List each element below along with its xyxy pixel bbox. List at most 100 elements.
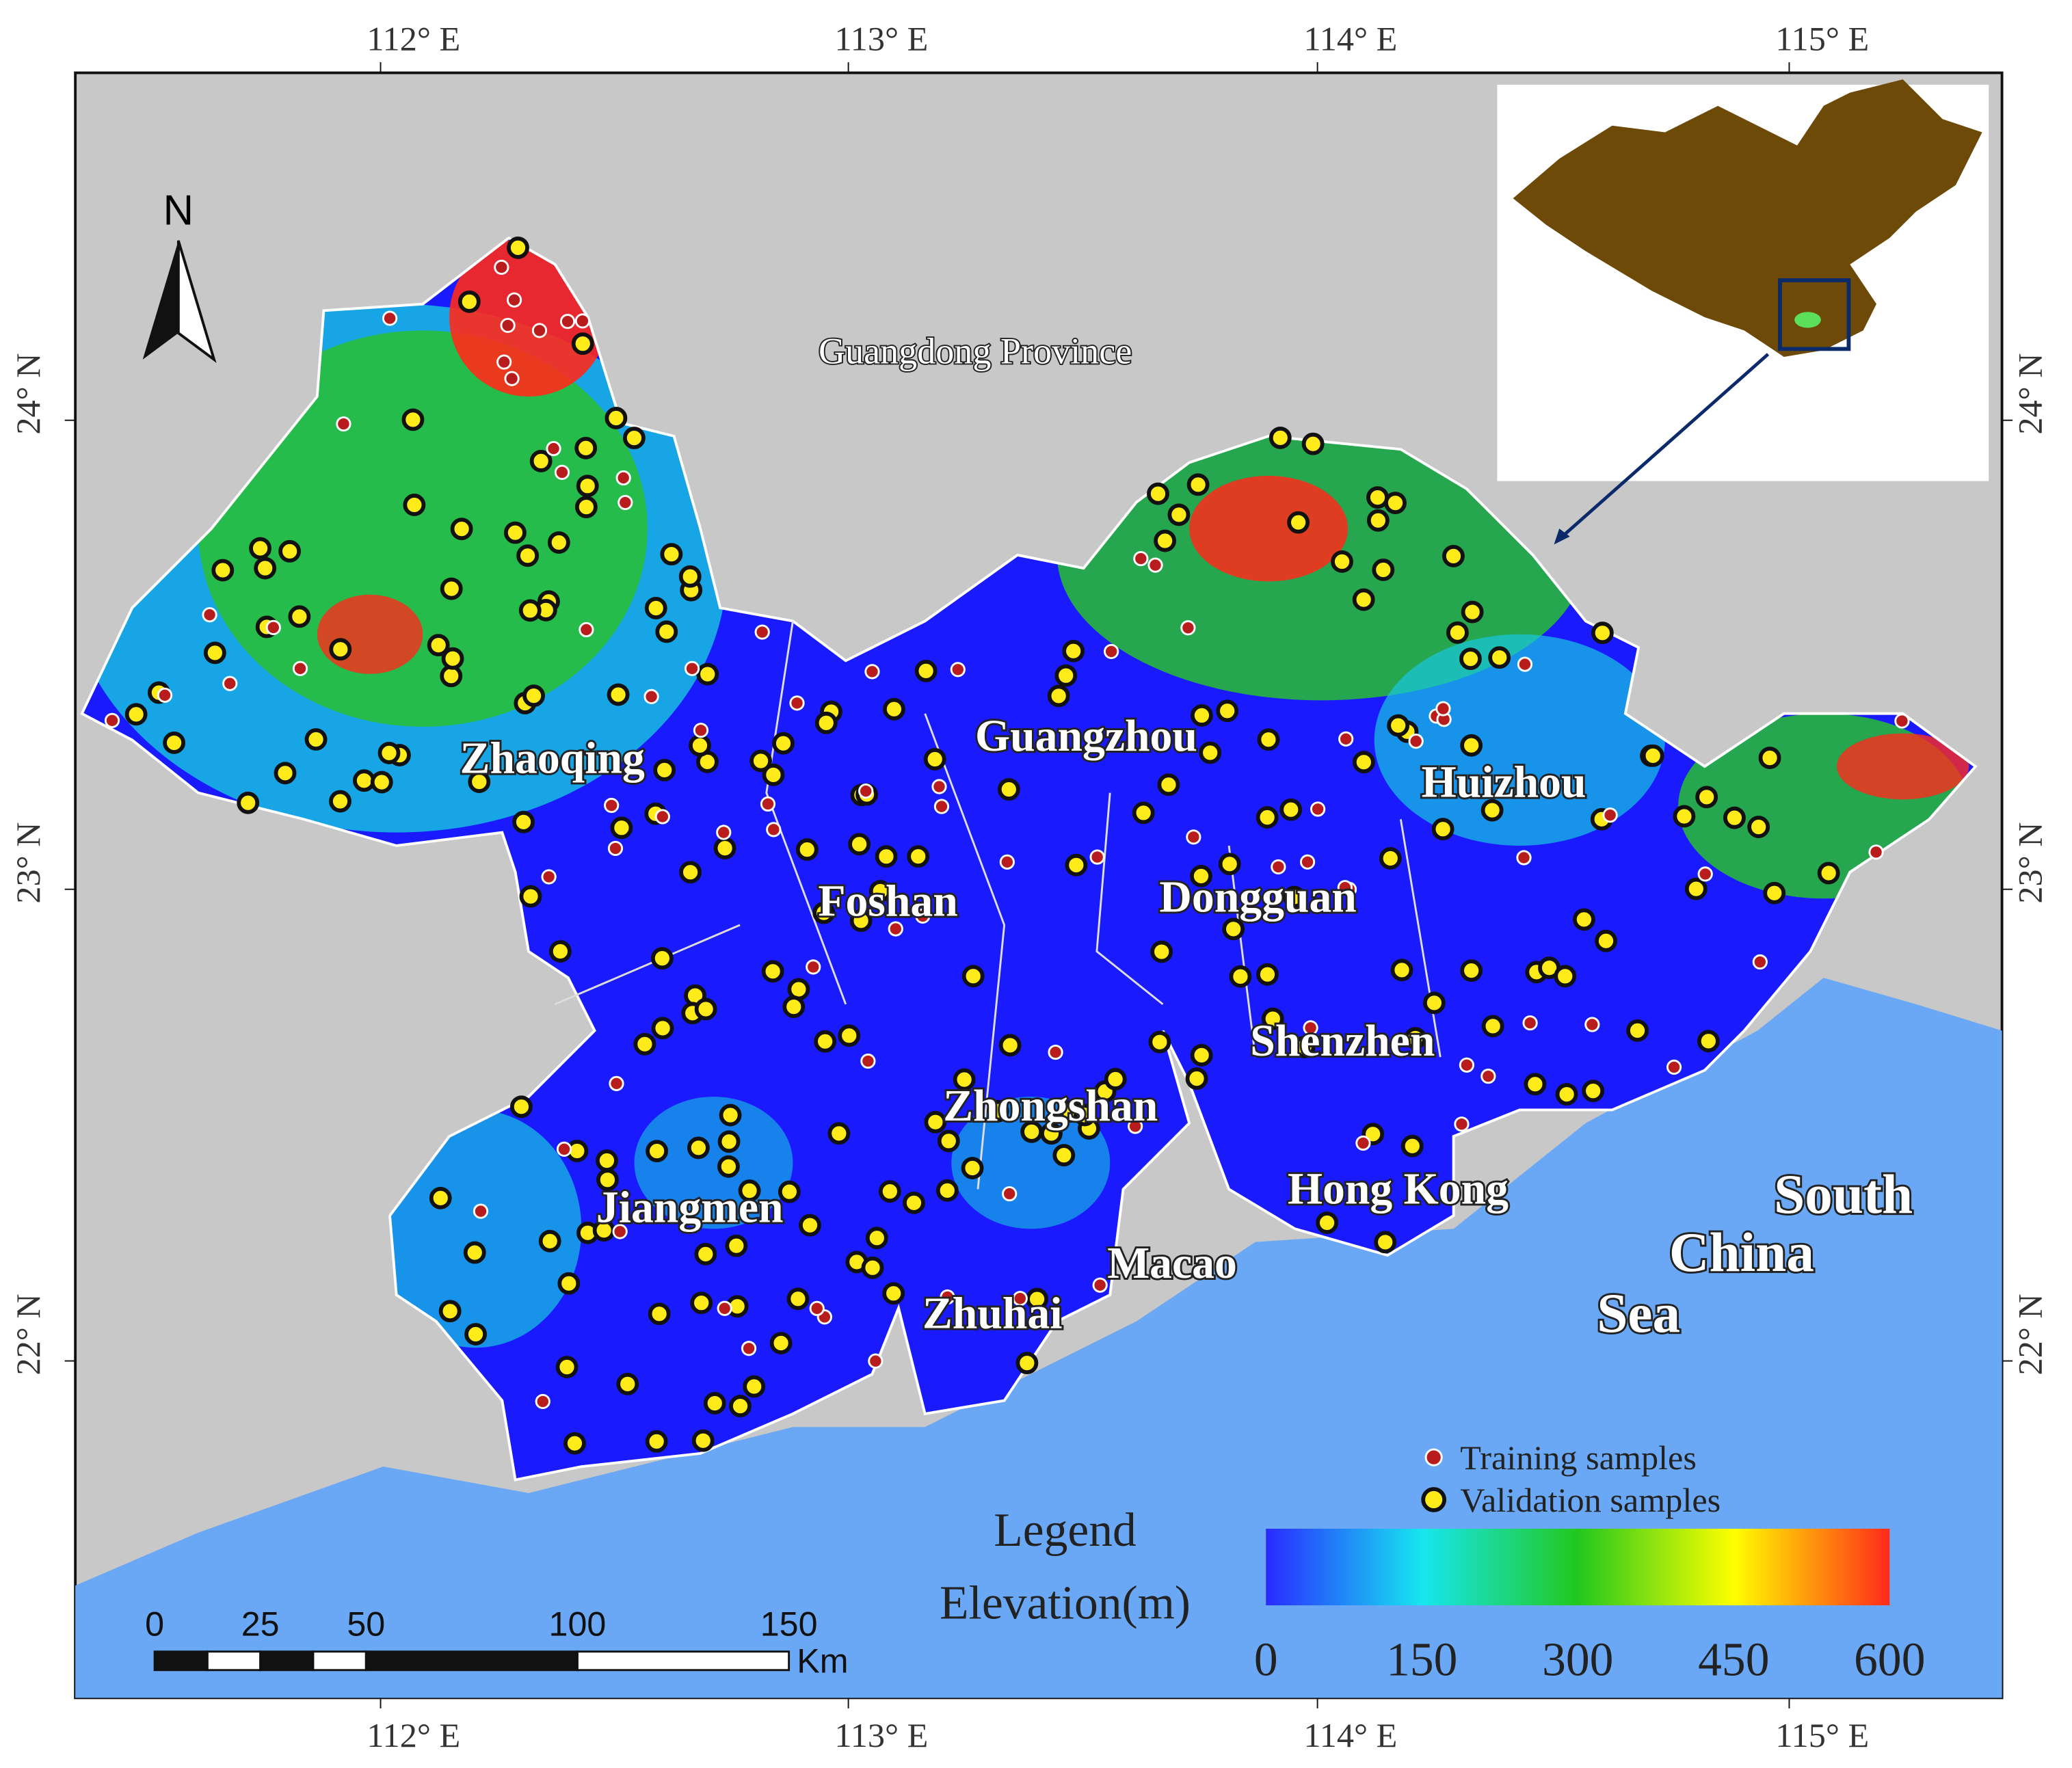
training-point — [931, 779, 947, 794]
scale-label: 150 — [760, 1605, 818, 1644]
validation-point — [1222, 918, 1245, 941]
validation-point — [1572, 908, 1595, 931]
city-labels: Zhaoqing Guangzhou Huizhou Foshan Dongguan Sh… — [458, 709, 1589, 1340]
validation-point — [571, 332, 594, 356]
colorbar-tick-label: 0 — [1254, 1634, 1278, 1687]
training-point — [1089, 849, 1105, 865]
validation-point — [729, 1395, 752, 1418]
scale-segment — [312, 1650, 367, 1672]
validation-point — [1186, 473, 1210, 496]
validation-point — [1626, 1019, 1649, 1042]
validation-point — [522, 684, 546, 708]
training-point — [559, 314, 576, 330]
validation-point — [655, 620, 678, 643]
validation-point — [1591, 621, 1614, 645]
legend-label: Validation samples — [1460, 1481, 1721, 1519]
training-point — [809, 1300, 825, 1316]
validation-point — [1747, 816, 1770, 838]
validation-point — [548, 940, 572, 963]
validation-point — [1763, 881, 1786, 905]
validation-point — [1256, 806, 1279, 829]
training-point — [609, 1075, 624, 1091]
validation-point — [961, 965, 985, 988]
validation-point — [1817, 861, 1840, 885]
training-point — [1584, 1017, 1600, 1032]
training-point — [500, 317, 516, 334]
validation-point — [691, 1429, 715, 1452]
training-point — [382, 310, 398, 326]
validation-point — [438, 1300, 462, 1323]
validation-point — [1524, 1073, 1547, 1096]
latitude-label: 24° N — [2011, 353, 2049, 434]
validation-point — [679, 861, 702, 884]
province-label: Guangdong Province — [819, 331, 1132, 372]
validation-point — [503, 521, 527, 544]
latitude-label: 24° N — [9, 353, 47, 434]
validation-point — [849, 909, 873, 933]
validation-point — [1582, 1080, 1605, 1103]
validation-point — [882, 1282, 905, 1305]
scale-segment — [206, 1650, 262, 1672]
latitude-label: 23° N — [2011, 822, 2049, 903]
validation-point — [563, 1432, 586, 1455]
validation-point — [1331, 550, 1353, 573]
validation-point — [1352, 588, 1375, 611]
sample-points — [104, 236, 1910, 1455]
longitude-label: 115° E — [1775, 1716, 1869, 1754]
validation-point — [633, 1032, 656, 1056]
longitude-label: 114° E — [1303, 1716, 1397, 1754]
training-symbol — [1424, 1448, 1443, 1466]
training-point — [717, 1300, 732, 1316]
validation-point — [1372, 559, 1395, 581]
training-point — [202, 607, 217, 623]
validation-point — [907, 845, 930, 868]
study-area-inset — [1794, 312, 1821, 328]
validation-point — [377, 741, 401, 764]
validation-point — [719, 1103, 742, 1127]
training-point — [1337, 880, 1353, 896]
training-point — [556, 1141, 572, 1157]
scale-segment — [153, 1650, 209, 1672]
validation-point — [1026, 1287, 1049, 1311]
city-label: Foshan — [818, 876, 957, 926]
validation-point — [762, 763, 785, 786]
validation-point — [749, 749, 772, 773]
validation-point — [427, 634, 450, 657]
training-point — [741, 1341, 757, 1356]
validation-point — [574, 496, 598, 519]
colorbar-tick-label: 150 — [1386, 1634, 1457, 1687]
validation-point — [512, 810, 535, 833]
validation-point — [678, 565, 702, 588]
validation-point — [576, 474, 599, 498]
validation-point — [1758, 747, 1781, 769]
validation-point — [1261, 1007, 1284, 1030]
validation-point — [607, 683, 630, 706]
validation-point — [203, 641, 226, 665]
legend-title: Legend — [994, 1504, 1137, 1557]
validation-point — [696, 662, 719, 686]
validation-point — [507, 236, 529, 259]
validation-point — [865, 1227, 888, 1250]
training-point — [643, 688, 659, 705]
validation-point — [1256, 963, 1279, 986]
sea-label: China — [1669, 1222, 1814, 1283]
validation-point — [1150, 940, 1173, 963]
validation-point — [1269, 426, 1292, 449]
validation-point — [457, 290, 481, 313]
validation-point — [610, 816, 633, 840]
validation-point — [645, 1430, 668, 1453]
validation-point — [937, 1129, 960, 1153]
training-point — [617, 494, 633, 511]
training-point — [1408, 734, 1424, 749]
colorbar-title: Elevation(m) — [940, 1577, 1191, 1629]
validation-point — [557, 1272, 581, 1295]
training-point — [766, 822, 782, 838]
validation-point — [838, 1024, 861, 1047]
validation-point — [1301, 432, 1325, 455]
validation-point — [518, 599, 542, 622]
training-point — [531, 323, 548, 338]
validation-point — [329, 790, 351, 813]
training-point — [1104, 643, 1119, 660]
validation-point — [1190, 704, 1213, 727]
scale-segment — [364, 1650, 579, 1672]
